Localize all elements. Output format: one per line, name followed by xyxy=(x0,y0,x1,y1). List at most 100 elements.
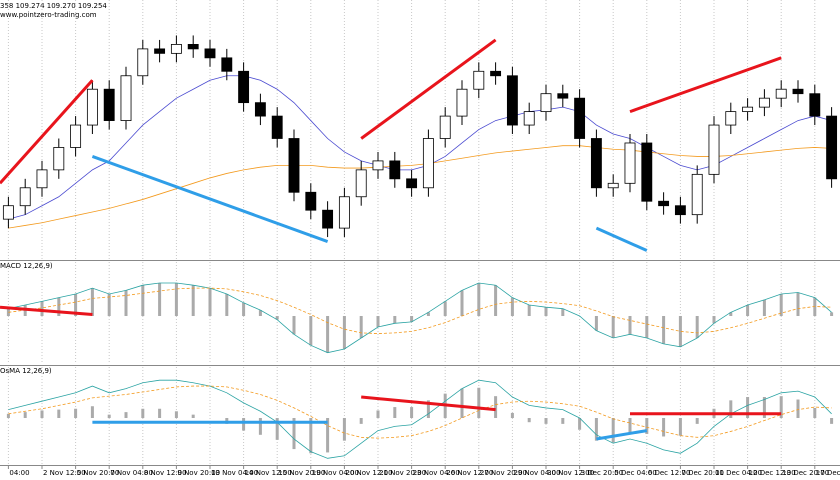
trendline xyxy=(361,395,496,412)
candle-body xyxy=(338,196,350,229)
histogram-bar xyxy=(107,414,111,418)
histogram-bar xyxy=(191,414,195,418)
indicator-title: OsMA 12,26,9) xyxy=(0,367,52,375)
candle-body xyxy=(708,124,720,175)
candle-body xyxy=(271,115,283,139)
histogram-bar xyxy=(393,407,397,418)
histogram-bar xyxy=(174,411,178,418)
histogram-bar xyxy=(326,418,330,453)
histogram-bar xyxy=(494,396,498,418)
histogram-bar xyxy=(40,301,44,316)
candle-body xyxy=(557,93,569,99)
candle-body xyxy=(758,97,770,108)
x-tick-label: 7 Nov 04:00 xyxy=(110,469,153,477)
candle-body xyxy=(775,88,787,99)
histogram-bar xyxy=(225,294,229,316)
watermark: www.pointzero-trading.com xyxy=(0,11,97,19)
candle-body xyxy=(238,70,250,104)
candle-body xyxy=(187,44,199,50)
histogram-bar xyxy=(376,410,380,418)
x-tick-label: 8 Nov 12:00 xyxy=(144,469,187,477)
candle-body xyxy=(540,93,552,113)
indicator-line xyxy=(8,75,832,220)
candle-body xyxy=(422,138,434,189)
candle-body xyxy=(674,205,686,216)
x-tick-label: 04:00 xyxy=(9,469,29,477)
candle-body xyxy=(2,205,14,220)
x-tick-label: 13 Nov 04:00 xyxy=(211,469,258,477)
histogram-bar xyxy=(124,412,128,418)
x-tick-label: 13 Dec 20:00 xyxy=(782,469,829,477)
candle-body xyxy=(355,169,367,198)
histogram-bar xyxy=(158,283,162,316)
histogram-bar xyxy=(477,387,481,418)
candle-body xyxy=(254,102,266,117)
trendline xyxy=(629,56,782,114)
x-tick-label: 23 Nov 04:00 xyxy=(413,469,460,477)
candle-body xyxy=(204,48,216,59)
candle-body xyxy=(86,88,98,126)
histogram-bar xyxy=(410,407,414,418)
candle-body xyxy=(691,173,703,216)
histogram-bar xyxy=(662,418,666,437)
histogram-bar xyxy=(662,316,666,344)
histogram-bar xyxy=(292,418,296,450)
histogram-bar xyxy=(443,301,447,316)
histogram-bar xyxy=(275,316,279,320)
histogram-bar xyxy=(57,409,61,418)
histogram-bar xyxy=(141,408,145,418)
x-tick-label: 29 Nov 04:00 xyxy=(513,469,560,477)
histogram-bar xyxy=(57,297,61,316)
candle-body xyxy=(456,88,468,117)
candle-body xyxy=(641,142,653,202)
histogram-bar xyxy=(124,290,128,316)
histogram-bar xyxy=(830,312,834,316)
trendline xyxy=(91,155,329,243)
histogram-bar xyxy=(628,316,632,335)
histogram-bar xyxy=(510,297,514,316)
histogram-bar xyxy=(762,397,766,418)
x-tick-label: 6 Dec 12:00 xyxy=(648,469,691,477)
candle-body xyxy=(372,160,384,171)
x-tick-label: 21 Nov 20:00 xyxy=(379,469,426,477)
histogram-bar xyxy=(695,316,699,338)
candle-body xyxy=(490,70,502,77)
histogram-bar xyxy=(544,307,548,316)
histogram-bar xyxy=(796,292,800,316)
histogram-bar xyxy=(678,418,682,436)
candle-body xyxy=(809,93,821,117)
histogram-bar xyxy=(628,418,632,434)
histogram-bar xyxy=(376,316,380,327)
histogram-bar xyxy=(460,388,464,418)
x-tick-label: 30 Nov 12:00 xyxy=(547,469,594,477)
candle-body xyxy=(103,88,115,121)
histogram-bar xyxy=(779,396,783,418)
histogram-bar xyxy=(527,305,531,316)
histogram-bar xyxy=(611,418,615,443)
histogram-bar xyxy=(779,294,783,316)
histogram-bar xyxy=(242,302,246,316)
histogram-bar xyxy=(494,285,498,316)
histogram-bar xyxy=(275,418,279,440)
histogram-bar xyxy=(645,418,649,434)
x-tick-label: 27 Nov 20:00 xyxy=(480,469,527,477)
candle-body xyxy=(389,160,401,180)
histogram-bar xyxy=(326,316,330,353)
candle-body xyxy=(154,48,166,54)
candle-body xyxy=(170,44,182,54)
histogram-bar xyxy=(678,316,682,347)
histogram-bar xyxy=(426,312,430,316)
candle-body xyxy=(624,142,636,184)
histogram-bar xyxy=(762,299,766,316)
candle-body xyxy=(826,115,838,180)
histogram-bar xyxy=(578,418,582,430)
histogram-bar xyxy=(90,288,94,316)
candle-body xyxy=(137,48,149,77)
histogram-bar xyxy=(426,400,430,418)
x-tick-label: 15 Nov 20:00 xyxy=(278,469,325,477)
histogram-bar xyxy=(40,410,44,418)
candle-body xyxy=(725,111,737,126)
x-tick-label: 12 Dec 12:00 xyxy=(749,469,796,477)
histogram-bar xyxy=(107,294,111,316)
